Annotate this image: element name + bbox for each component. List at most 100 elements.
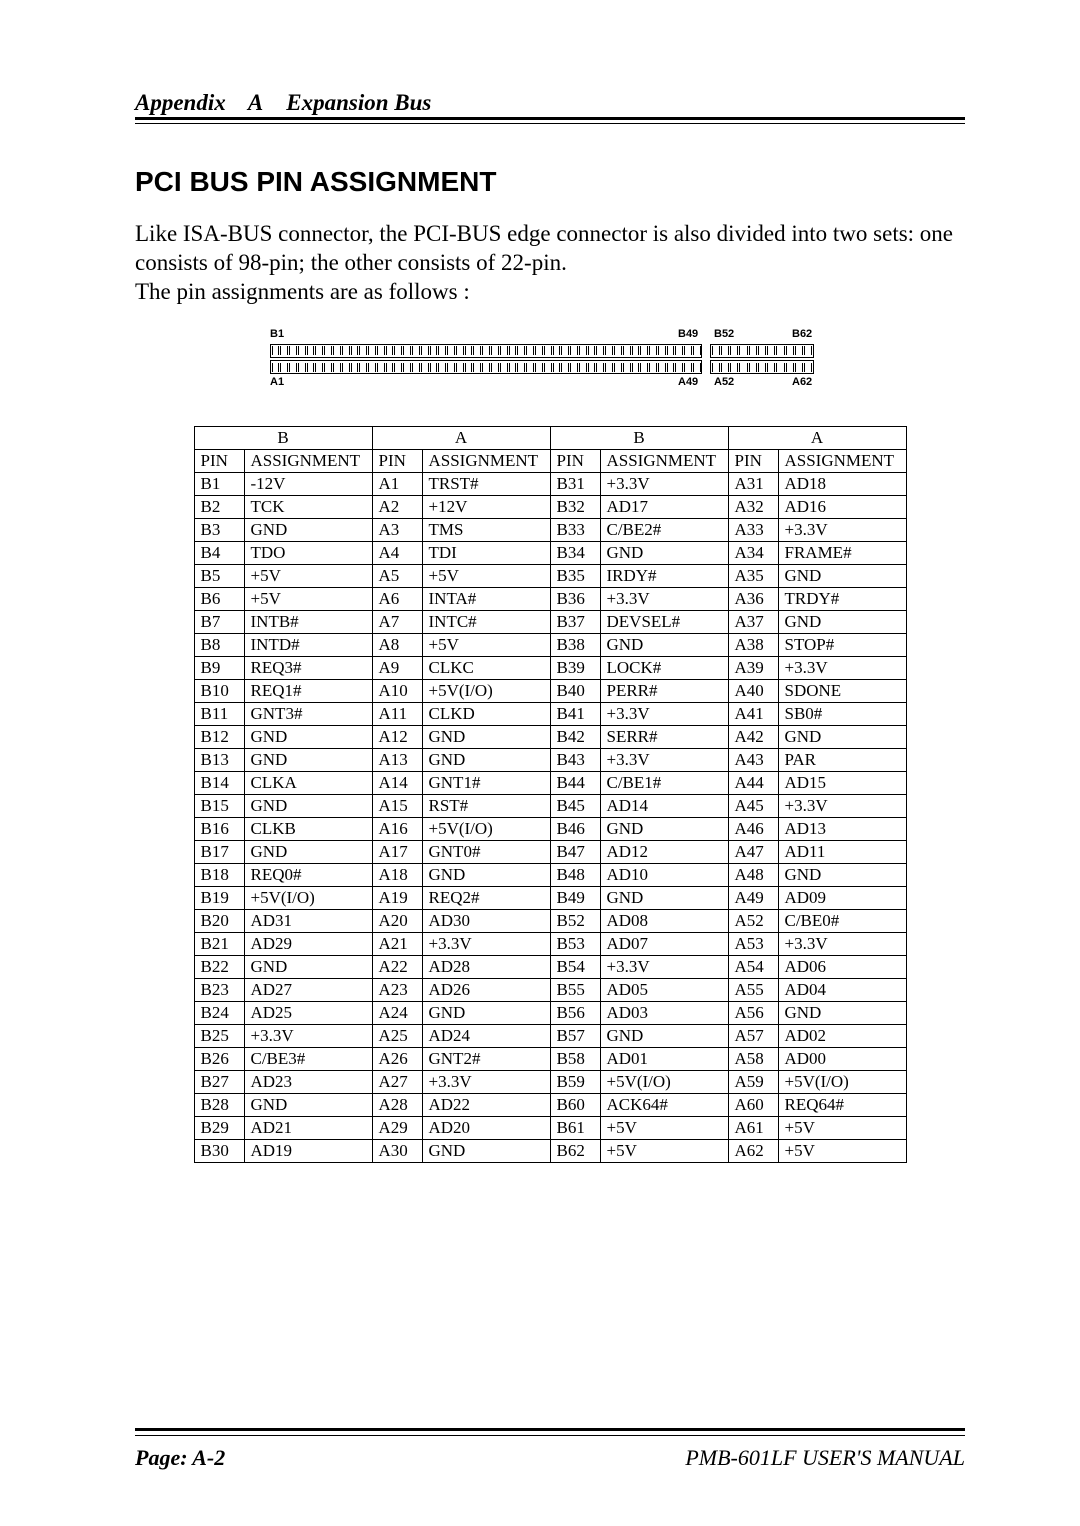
cell-assignment: GND [778,565,906,588]
connector-pin [658,363,666,372]
cell-assignment: TRST# [422,473,550,496]
cell-assignment: +3.3V [600,588,728,611]
connector-pin [561,346,569,355]
cell-assignment: C/BE0# [778,910,906,933]
cell-assignment: GND [422,726,550,749]
connector-pin [517,363,525,372]
cell-assignment: GNT3# [244,703,372,726]
table-row: B24AD25A24GNDB56AD03A56GND [194,1002,906,1025]
cell-assignment: DEVSEL# [600,611,728,634]
cell-pin: B4 [194,542,244,565]
connector-pin [640,363,648,372]
table-row: B19+5V(I/O)A19REQ2#B49GNDA49AD09 [194,887,906,910]
table-row: B16CLKBA16+5V(I/O)B46GNDA46AD13 [194,818,906,841]
group-header-a1: A [372,427,550,450]
cell-assignment: AD03 [600,1002,728,1025]
connector-pin [675,363,683,372]
cell-assignment: TCK [244,496,372,519]
cell-assignment: C/BE3# [244,1048,372,1071]
cell-assignment: +5V [600,1140,728,1163]
connector-top-labels: B1 B49 B52 B62 [270,328,830,342]
cell-assignment: GND [244,841,372,864]
connector-pin [491,346,499,355]
table-row: B21AD29A21+3.3VB53AD07A53+3.3V [194,933,906,956]
cell-assignment: +3.3V [600,703,728,726]
cell-pin: A62 [728,1140,778,1163]
cell-pin: B15 [194,795,244,818]
cell-pin: A18 [372,864,422,887]
connector-pin [412,363,420,372]
cell-pin: B37 [550,611,600,634]
connector-pin [730,346,738,355]
cell-assignment: +3.3V [600,473,728,496]
cell-assignment: REQ64# [778,1094,906,1117]
cell-pin: B23 [194,979,244,1002]
connector-pin [614,346,622,355]
connector-pin [588,346,596,355]
cell-pin: B44 [550,772,600,795]
connector-pin [307,363,315,372]
cell-pin: A26 [372,1048,422,1071]
cell-pin: A6 [372,588,422,611]
connector-pin [623,363,631,372]
cell-pin: B36 [550,588,600,611]
connector-pin [456,363,464,372]
cell-pin: B6 [194,588,244,611]
connector-pin [333,346,341,355]
cell-assignment: AD20 [422,1117,550,1140]
cell-assignment: REQ0# [244,864,372,887]
table-row: B11GNT3#A11CLKDB41+3.3VA41SB0# [194,703,906,726]
connector-pin [623,346,631,355]
connector-pin [289,346,297,355]
cell-assignment: TDO [244,542,372,565]
cell-assignment: AD30 [422,910,550,933]
pci-connector-diagram: B1 B49 B52 B62 A1 A49 A52 A62 [270,328,830,390]
cell-pin: A35 [728,565,778,588]
cell-pin: B60 [550,1094,600,1117]
cell-assignment: +5V [422,634,550,657]
cell-pin: A12 [372,726,422,749]
cell-assignment: AD31 [244,910,372,933]
connector-pin [596,346,604,355]
cell-assignment: GND [600,542,728,565]
col-header-assignment: ASSIGNMENT [422,450,550,473]
cell-pin: A9 [372,657,422,680]
col-header-assignment: ASSIGNMENT [600,450,728,473]
cell-pin: A58 [728,1048,778,1071]
connector-pin [570,363,578,372]
cell-assignment: AD27 [244,979,372,1002]
cell-assignment: REQ3# [244,657,372,680]
cell-pin: A39 [728,657,778,680]
connector-pin [351,346,359,355]
table-row: B13GNDA13GNDB43+3.3VA43PAR [194,749,906,772]
cell-assignment: GND [422,1140,550,1163]
cell-assignment: AD17 [600,496,728,519]
footer-manual-name: PMB-601LF USER'S MANUAL [685,1445,965,1471]
connector-pin [526,346,534,355]
cell-pin: A32 [728,496,778,519]
connector-pin [632,346,640,355]
group-header-b2: B [550,427,728,450]
connector-pin [553,363,561,372]
cell-assignment: GND [422,864,550,887]
label-b52: B52 [714,328,734,340]
table-row: B20AD31A20AD30B52AD08A52C/BE0# [194,910,906,933]
cell-pin: A15 [372,795,422,818]
connector-pin [359,346,367,355]
cell-assignment: AD05 [600,979,728,1002]
connector-pin [368,363,376,372]
cell-assignment: GND [244,726,372,749]
cell-assignment: AD23 [244,1071,372,1094]
cell-pin: A19 [372,887,422,910]
connector-pin [280,363,288,372]
cell-pin: B18 [194,864,244,887]
connector-pin [412,346,420,355]
cell-assignment: AD13 [778,818,906,841]
col-header-pin: PIN [194,450,244,473]
cell-pin: A5 [372,565,422,588]
cell-assignment: GND [600,1025,728,1048]
cell-assignment: GNT0# [422,841,550,864]
table-row: B15GNDA15RST#B45AD14A45+3.3V [194,795,906,818]
cell-pin: A45 [728,795,778,818]
cell-pin: B45 [550,795,600,818]
